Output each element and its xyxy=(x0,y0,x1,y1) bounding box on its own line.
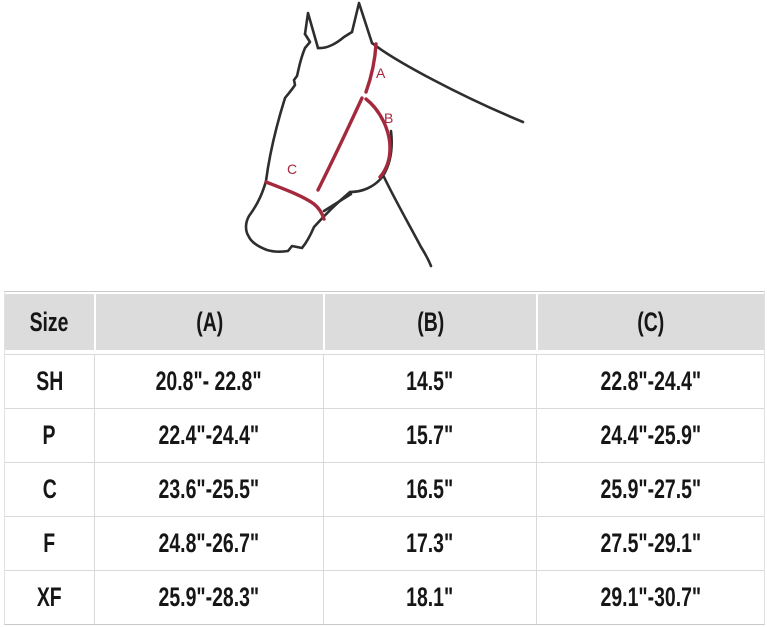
horse-outline xyxy=(244,1,525,268)
cell-size: XF xyxy=(5,570,94,624)
cell-measure-b: 16.5" xyxy=(323,462,536,516)
noseband-strap-c xyxy=(264,180,326,221)
header-measure-a: (A) xyxy=(94,292,323,354)
cell-measure-a: 23.6"-25.5" xyxy=(94,462,323,516)
table-header-row: Size (A) (B) (C) xyxy=(5,292,764,354)
cell-measure-b: 14.5" xyxy=(323,354,536,408)
header-measure-c: (C) xyxy=(536,292,764,354)
crown-strap-a xyxy=(364,42,378,94)
cell-measure-b: 17.3" xyxy=(323,516,536,570)
cell-measure-c: 22.8"-24.4" xyxy=(536,354,764,408)
cell-measure-c: 24.4"-25.9" xyxy=(536,408,764,462)
table-row: P 22.4"-24.4" 15.7" 24.4"-25.9" xyxy=(5,408,764,462)
cell-measure-a: 24.8"-26.7" xyxy=(94,516,323,570)
cell-measure-a: 25.9"-28.3" xyxy=(94,570,323,624)
strap-label-c: C xyxy=(287,161,297,177)
halter-size-table: Size (A) (B) (C) SH 20.8"- 22.8" 14.5" 2… xyxy=(4,291,765,625)
cell-size: C xyxy=(5,462,94,516)
header-measure-b: (B) xyxy=(323,292,536,354)
header-size: Size xyxy=(5,292,94,354)
table-row: F 24.8"-26.7" 17.3" 27.5"-29.1" xyxy=(5,516,764,570)
strap-label-a: A xyxy=(376,65,386,81)
cell-measure-b: 18.1" xyxy=(323,570,536,624)
cell-size: P xyxy=(5,408,94,462)
table-row: C 23.6"-25.5" 16.5" 25.9"-27.5" xyxy=(5,462,764,516)
cell-measure-c: 27.5"-29.1" xyxy=(536,516,764,570)
cell-measure-c: 29.1"-30.7" xyxy=(536,570,764,624)
horse-head-svg: A B C xyxy=(244,1,525,268)
cell-size: SH xyxy=(5,354,94,408)
cell-measure-c: 25.9"-27.5" xyxy=(536,462,764,516)
cell-measure-a: 20.8"- 22.8" xyxy=(94,354,323,408)
halter-straps xyxy=(264,42,392,221)
throat-strap-b xyxy=(364,97,392,179)
cell-measure-b: 15.7" xyxy=(323,408,536,462)
table-row: SH 20.8"- 22.8" 14.5" 22.8"-24.4" xyxy=(5,354,764,408)
strap-label-b: B xyxy=(384,110,393,126)
horse-head-diagram: A B C xyxy=(0,0,767,291)
cheek-strap xyxy=(316,96,364,192)
cell-measure-a: 22.4"-24.4" xyxy=(94,408,323,462)
table-row: XF 25.9"-28.3" 18.1" 29.1"-30.7" xyxy=(5,570,764,624)
cell-size: F xyxy=(5,516,94,570)
